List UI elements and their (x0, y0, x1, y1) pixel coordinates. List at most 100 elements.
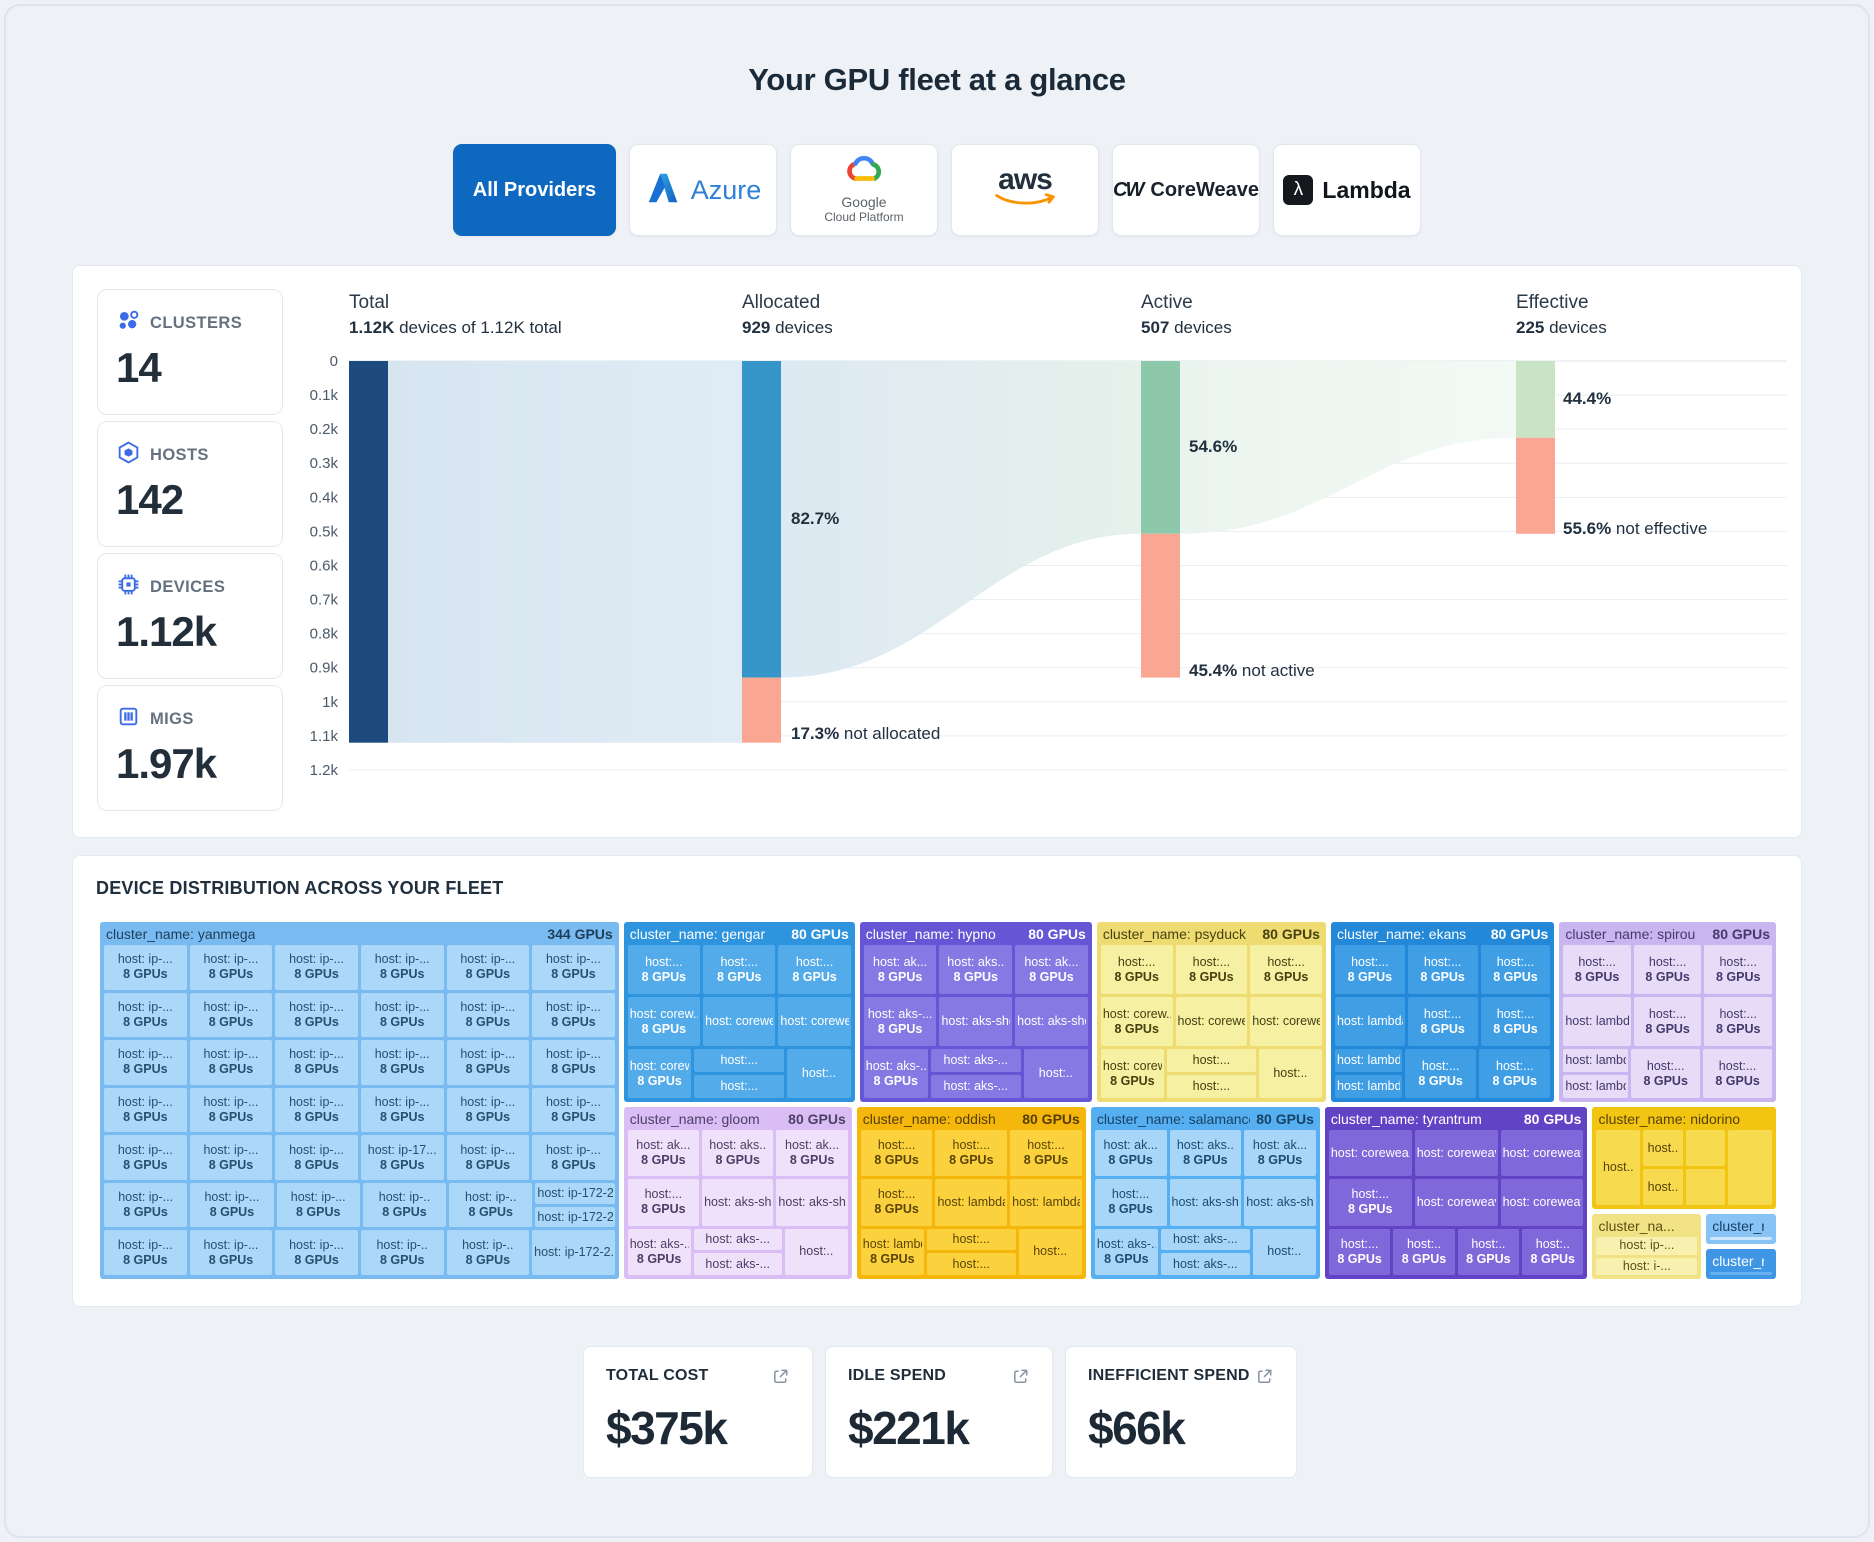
treemap-cluster-gloom[interactable]: cluster_name: gloom 80 GPUs host: ak... 8 G… (623, 1107, 852, 1279)
treemap-host-cell[interactable]: host: coreweav... (703, 997, 776, 1046)
treemap-cluster-ekans[interactable]: cluster_name: ekans 80 GPUs host:... 8 GPUs… (1330, 922, 1555, 1102)
treemap-cluster-small_yellow[interactable]: cluster_na... host: ip-... host: i-... (1592, 1214, 1702, 1279)
treemap-host-cell[interactable]: host: ip-... 8 GPUs (104, 1040, 187, 1085)
treemap-cluster-hypno[interactable]: cluster_name: hypno 80 GPUs host: ak... 8 G… (859, 922, 1092, 1102)
treemap-host-cell[interactable]: host: aks-shopistn... (1169, 1179, 1242, 1226)
treemap-host-cell[interactable]: host:... (1167, 1075, 1256, 1098)
treemap-host-cell[interactable]: host: i-... (1596, 1257, 1698, 1275)
treemap-cluster-nidorino[interactable]: cluster_name: nidorino host.. host.. host.. (1592, 1107, 1776, 1209)
treemap-host-cell[interactable]: host: aks-... 8 GPUs (627, 1228, 691, 1275)
treemap-host-cell[interactable]: host: ip-... 8 GPUs (275, 1040, 358, 1085)
treemap-host-cell[interactable]: host:.. (1252, 1228, 1316, 1275)
treemap-host-cell[interactable]: host: aks.. 8 GPUs (1169, 1130, 1242, 1177)
treemap-host-cell[interactable]: host: aks.. 8 GPUs (939, 945, 1013, 994)
treemap-host-cell[interactable]: host:... 8 GPUs (627, 1179, 700, 1226)
treemap-host-cell[interactable]: host: ip-172-2... (535, 1182, 615, 1204)
treemap-host-cell[interactable]: host:... 8 GPUs (1328, 1228, 1391, 1275)
treemap-host-cell[interactable]: host: ip-... 8 GPUs (446, 1135, 530, 1180)
treemap-host-cell[interactable]: host: aks-... (693, 1228, 782, 1251)
treemap-host-cell[interactable]: host: coreweav... (1500, 1179, 1584, 1226)
treemap-host-cell[interactable]: host:... 8 GPUs (1328, 1179, 1412, 1226)
treemap-host-cell[interactable]: host:... 8 GPUs (1250, 945, 1322, 994)
treemap-host-cell[interactable]: host: ip-... 8 GPUs (532, 1087, 615, 1133)
treemap-host-cell[interactable]: host: ip-... 8 GPUs (276, 1182, 360, 1228)
treemap-host-cell[interactable]: host: ip-... (1596, 1237, 1698, 1255)
treemap-cluster-tyrantrum[interactable]: cluster_name: tyrantrum 80 GPUs host: core… (1324, 1107, 1588, 1279)
treemap-host-cell[interactable]: host:... 8 GPUs (1010, 1130, 1082, 1177)
treemap-host-cell[interactable]: host: ip-... 8 GPUs (360, 992, 444, 1038)
treemap-host-cell[interactable]: host: ak... 8 GPUs (863, 945, 937, 994)
treemap-host-cell[interactable]: host: coreweav... (1414, 1130, 1498, 1177)
treemap-host-cell[interactable]: host: aks-... 8 GPUs (863, 1049, 928, 1098)
treemap-host-cell[interactable]: host: corew...8 GPUs (627, 1049, 692, 1098)
treemap-host-cell[interactable]: host:... 8 GPUs (1704, 997, 1772, 1046)
treemap-host-cell[interactable]: host.. (1596, 1130, 1641, 1205)
treemap-host-cell[interactable]: host: ip-.. 8 GPUs (362, 1182, 447, 1228)
treemap-host-cell[interactable]: host:... 8 GPUs (1407, 945, 1478, 994)
bar-active[interactable] (1141, 361, 1180, 534)
treemap-host-cell[interactable]: host: aks-... 8 GPUs (863, 997, 937, 1046)
treemap-host-cell[interactable]: host: ip-... 8 GPUs (275, 1135, 358, 1180)
treemap-host-cell[interactable]: host:... (694, 1049, 785, 1072)
treemap-host-cell[interactable]: host:... 8 GPUs (860, 1130, 933, 1177)
treemap-host-cell[interactable]: host: lambdalab... (1334, 997, 1405, 1046)
treemap-host-cell[interactable]: host: ip-... 8 GPUs (532, 992, 615, 1038)
treemap-host-cell[interactable]: host: ip-... 8 GPUs (104, 992, 187, 1038)
treemap-host-cell[interactable]: host: corew...8 GPUs (1100, 1049, 1164, 1098)
treemap-host-cell[interactable]: host: ip-... 8 GPUs (275, 1087, 358, 1133)
treemap-host-cell[interactable]: host:... 8 GPUs (1334, 945, 1405, 994)
treemap-host-cell[interactable]: host: aks-... (693, 1253, 782, 1275)
treemap-host-cell[interactable]: host:... 8 GPUs (1407, 997, 1478, 1046)
treemap-host-cell[interactable]: host:... 8 GPUs (1704, 945, 1772, 994)
treemap-host-cell[interactable]: host: ak... 8 GPUs (776, 1130, 848, 1177)
treemap-host-cell[interactable]: host:... 8 GPUs (627, 945, 701, 994)
treemap-host-cell[interactable]: host: ip-.. 8 GPUs (449, 1182, 533, 1228)
treemap-host-cell[interactable]: host:.. (1258, 1049, 1322, 1098)
provider-button-azure[interactable]: Azure (629, 144, 777, 236)
treemap-host-cell[interactable]: host: ip-... 8 GPUs (190, 1182, 274, 1228)
treemap-host-cell[interactable]: host: ip-... 8 GPUs (189, 992, 273, 1038)
provider-button-all[interactable]: All Providers (453, 144, 616, 236)
treemap-host-cell[interactable]: host: ak... 8 GPUs (627, 1130, 700, 1177)
bar-not-allocated[interactable] (742, 677, 781, 743)
treemap-host-cell[interactable]: host:... 8 GPUs (1094, 1179, 1167, 1226)
treemap-host-cell[interactable]: host: aks-shopistn... (776, 1179, 848, 1226)
treemap-host-cell[interactable]: host: ip-... 8 GPUs (360, 945, 444, 990)
treemap-host-cell[interactable]: host: ip-... 8 GPUs (189, 1135, 273, 1180)
treemap-host-cell[interactable]: host:... 8 GPUs (1633, 997, 1702, 1046)
treemap-host-cell[interactable]: host: ip-172-2... (532, 1230, 615, 1276)
external-link-icon[interactable] (771, 1367, 790, 1391)
treemap-host-cell[interactable]: host: ip-... 8 GPUs (189, 1087, 273, 1133)
treemap-host-cell[interactable]: host: ip-... 8 GPUs (104, 1230, 187, 1276)
treemap-host-cell[interactable]: host: ip-17... 8 GPUs (360, 1135, 444, 1180)
treemap-host-cell[interactable]: host: coreweav... (1414, 1179, 1498, 1226)
treemap-host-cell[interactable]: host: ip-... 8 GPUs (532, 1040, 615, 1085)
treemap-host-cell[interactable]: host: corew...8 GPUs (627, 997, 701, 1046)
treemap-host-cell[interactable]: host:... 8 GPUs (1563, 945, 1631, 994)
treemap-host-cell[interactable]: host: ip-... 8 GPUs (532, 1135, 615, 1180)
treemap-host-cell[interactable]: host:... 8 GPUs (1480, 997, 1551, 1046)
provider-button-aws[interactable]: aws (951, 144, 1099, 236)
treemap-host-cell[interactable]: host:... (926, 1253, 1016, 1275)
treemap-host-cell[interactable]: host: ip-... 8 GPUs (275, 1230, 358, 1276)
external-link-icon[interactable] (1011, 1367, 1030, 1391)
treemap-host-cell[interactable]: host:... (926, 1228, 1016, 1251)
treemap-host-cell[interactable]: host: ip-... 8 GPUs (104, 1087, 187, 1133)
treemap-host-cell[interactable]: host:... 8 GPUs (1175, 945, 1248, 994)
treemap-host-cell[interactable]: host: ip-... 8 GPUs (189, 945, 273, 990)
treemap-host-cell[interactable]: host: aks-shopistn... (702, 1179, 774, 1226)
treemap-host-cell[interactable]: host: aks-... (1160, 1228, 1250, 1251)
treemap-host-cell[interactable]: host:... 8 GPUs (703, 945, 776, 994)
treemap-host-cell[interactable]: host: lambdalab... (1334, 1075, 1403, 1098)
treemap-host-cell[interactable]: host: ip-.. 8 GPUs (446, 1230, 530, 1276)
treemap-host-cell[interactable]: host: ip-... 8 GPUs (104, 1182, 188, 1228)
treemap-host-cell[interactable]: host: aks-shopistn... (939, 997, 1013, 1046)
treemap-host-cell[interactable]: host: corewea... (1175, 997, 1248, 1046)
treemap-host-cell[interactable]: host:.. 8 GPUs (1393, 1228, 1455, 1275)
treemap-host-cell[interactable]: host:... 8 GPUs (1479, 1049, 1551, 1098)
treemap-host-cell[interactable]: host:... 8 GPUs (1633, 945, 1702, 994)
treemap-host-cell[interactable]: host: ip-... 8 GPUs (446, 1040, 530, 1085)
treemap-host-cell[interactable]: host: ip-... 8 GPUs (189, 1230, 273, 1276)
bar-not-active[interactable] (1141, 533, 1180, 678)
treemap-host-cell[interactable]: host: ip-172-2... (535, 1206, 615, 1228)
